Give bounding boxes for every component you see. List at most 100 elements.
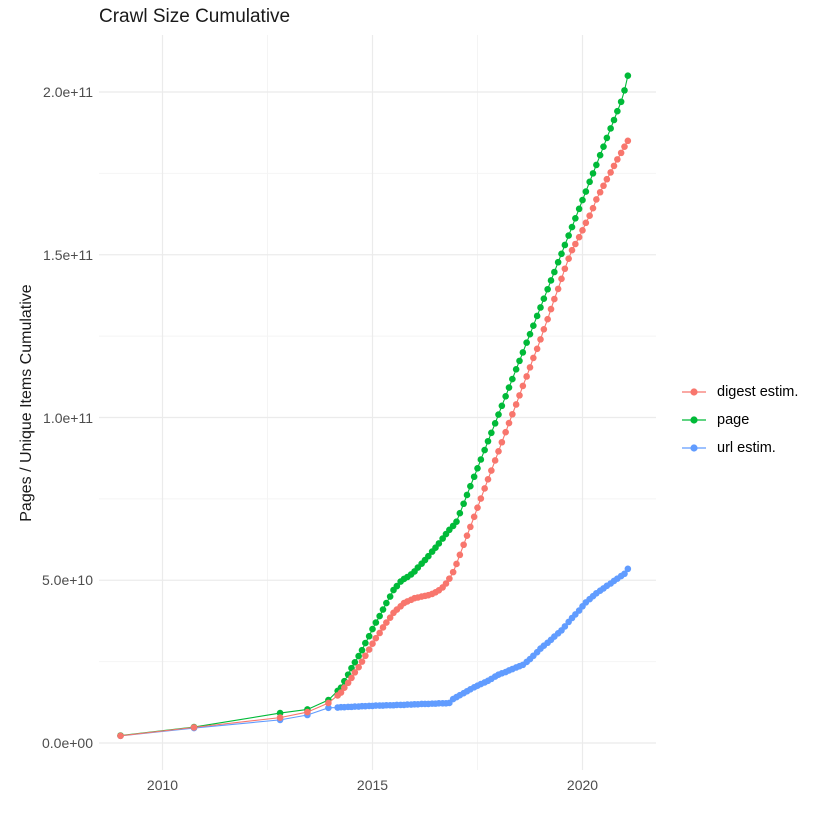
data-point	[624, 72, 632, 80]
data-point	[526, 364, 534, 371]
data-point	[376, 612, 383, 620]
data-point	[383, 599, 390, 607]
series-line-digest-estim-	[120, 140, 629, 737]
data-point	[365, 632, 373, 640]
data-point	[586, 178, 593, 186]
data-point	[561, 265, 569, 273]
data-point	[596, 188, 604, 196]
data-point	[519, 382, 527, 390]
data-point	[610, 162, 618, 170]
data-point	[393, 582, 401, 590]
data-point	[379, 606, 387, 613]
data-point	[481, 446, 488, 454]
x-tick-label: 2020	[566, 777, 599, 793]
data-point	[453, 518, 460, 525]
data-point	[579, 196, 586, 204]
data-point	[505, 419, 513, 427]
data-point	[355, 652, 362, 660]
data-point	[540, 325, 548, 333]
data-point	[484, 476, 492, 483]
y-tick-label: 1.0e+11	[43, 409, 93, 426]
data-point	[561, 623, 569, 630]
data-point	[523, 339, 530, 346]
data-point	[117, 732, 124, 740]
x-tick-label: 2010	[146, 777, 179, 793]
legend-label: digest estim.	[717, 384, 799, 400]
data-point	[621, 87, 628, 94]
data-point	[348, 674, 355, 682]
data-point	[530, 322, 537, 330]
data-point	[362, 652, 369, 660]
data-point	[509, 375, 516, 383]
data-point	[589, 204, 597, 212]
data-point	[365, 646, 373, 653]
data-point	[568, 223, 576, 231]
data-point	[190, 724, 198, 731]
data-point	[516, 357, 523, 365]
data-point	[579, 227, 586, 234]
data-point	[624, 137, 632, 145]
data-point	[551, 268, 558, 276]
data-point	[512, 366, 520, 373]
data-point	[530, 354, 537, 362]
data-point	[614, 107, 621, 115]
data-point	[537, 304, 544, 311]
data-point	[488, 467, 495, 474]
data-point	[460, 500, 467, 508]
data-point	[362, 639, 369, 647]
data-point	[593, 161, 600, 169]
data-point	[617, 98, 625, 106]
series-line-url-estim-	[120, 568, 629, 737]
data-point	[495, 411, 502, 418]
data-point	[624, 565, 632, 573]
data-point	[516, 392, 523, 399]
y-tick-label: 5.0e+10	[42, 572, 93, 589]
data-point	[481, 485, 488, 492]
y-axis-title: Pages / Unique Items Cumulative	[18, 284, 35, 522]
data-point	[376, 629, 383, 637]
data-point	[442, 580, 450, 587]
data-point	[565, 232, 572, 239]
y-tick-label: 1.5e+11	[43, 246, 93, 263]
data-point	[453, 560, 460, 568]
data-point	[519, 349, 527, 356]
data-point	[565, 255, 572, 262]
data-point	[495, 448, 502, 455]
legend-label: page	[717, 412, 750, 428]
data-point	[523, 373, 530, 380]
data-point	[547, 305, 555, 313]
data-point	[610, 116, 618, 124]
data-point	[474, 504, 481, 511]
data-point	[304, 708, 311, 716]
data-point	[449, 568, 457, 576]
data-point	[379, 624, 387, 631]
data-point	[544, 285, 551, 293]
data-point	[554, 285, 562, 293]
data-point	[446, 575, 453, 582]
data-point	[568, 246, 576, 254]
data-point	[369, 625, 376, 633]
data-point	[474, 464, 481, 472]
data-point	[386, 593, 394, 600]
data-point	[383, 619, 390, 626]
data-point	[358, 658, 366, 665]
data-point	[470, 513, 478, 521]
data-point	[351, 669, 359, 676]
data-point	[491, 457, 499, 464]
data-point	[600, 182, 607, 190]
data-point	[526, 330, 534, 338]
data-point	[551, 295, 558, 303]
chart-title: Crawl Size Cumulative	[99, 6, 291, 27]
data-point	[572, 214, 579, 222]
data-point	[502, 393, 509, 400]
data-point	[582, 188, 590, 195]
data-point	[600, 143, 607, 150]
data-point	[276, 714, 284, 721]
data-point	[484, 437, 492, 445]
data-point	[456, 509, 464, 517]
data-point	[582, 219, 590, 227]
legend-item-url: url estim.	[681, 434, 798, 462]
y-tick-label: 2.0e+11	[43, 84, 93, 100]
